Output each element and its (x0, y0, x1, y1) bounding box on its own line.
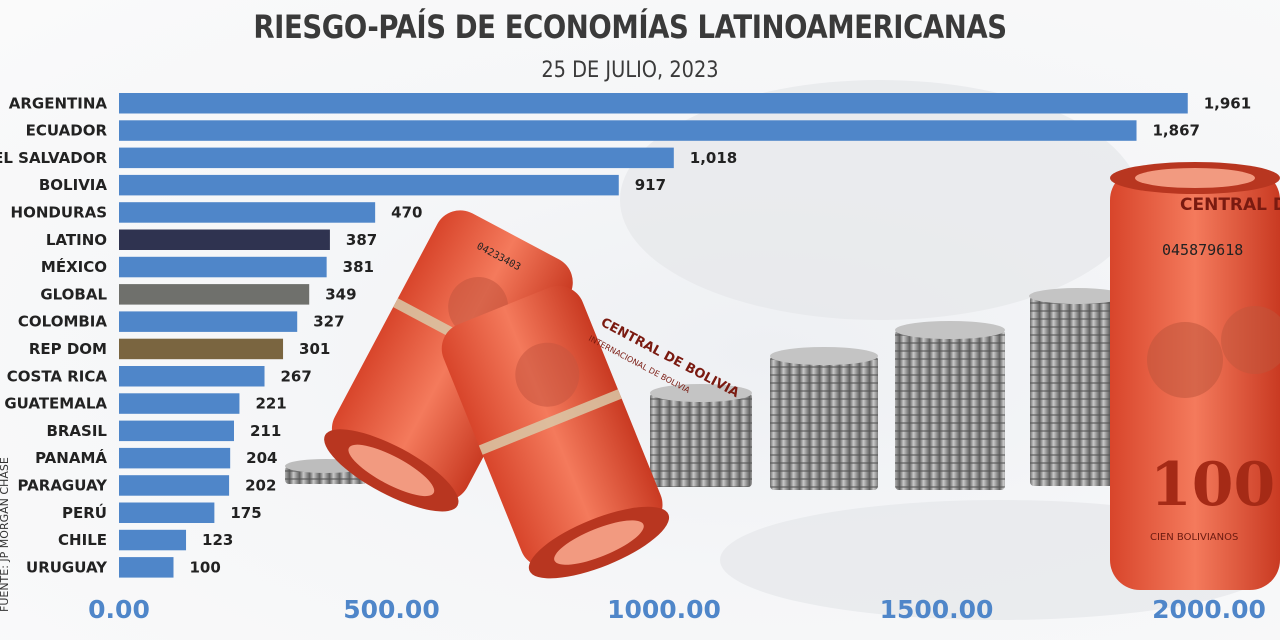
bar (119, 557, 174, 578)
x-tick-label: 2000.00 (1152, 595, 1266, 624)
data-label: 1,867 (1153, 122, 1200, 140)
banknote-roll-left: CENTRAL DE BOLIVIA INTERNACIONAL DE BOLI… (324, 210, 741, 579)
bar (119, 147, 674, 169)
category-label: URUGUAY (26, 558, 108, 576)
bar (119, 284, 310, 305)
category-label: BOLIVIA (39, 176, 108, 194)
category-label: HONDURAS (11, 203, 107, 221)
bar (119, 529, 187, 551)
category-label: LATINO (46, 231, 107, 249)
bar (119, 447, 231, 469)
category-label: EL SALVADOR (0, 149, 107, 167)
bar (119, 420, 234, 442)
data-label: 349 (325, 285, 356, 303)
banknote-right-serial: 045879618 (1162, 241, 1243, 259)
chart-subtitle: 25 DE JULIO, 2023 (541, 58, 719, 83)
bar (119, 256, 327, 278)
x-tick-label: 500.00 (343, 595, 439, 624)
banknote-roll-right: CENTRAL DE BOLIVIA 045879618 100 CIEN BO… (1110, 162, 1280, 590)
bar (119, 174, 619, 196)
category-label: BRASIL (46, 422, 107, 440)
category-label: COSTA RICA (7, 367, 108, 385)
category-label: PANAMÁ (35, 448, 107, 467)
category-label: REP DOM (29, 340, 107, 358)
data-label: 1,018 (690, 149, 737, 167)
x-tick-label: 1500.00 (880, 595, 994, 624)
x-tick-label: 1000.00 (607, 595, 721, 624)
category-label: PARAGUAY (18, 476, 109, 494)
data-label: 204 (246, 449, 277, 467)
data-label: 327 (313, 313, 344, 331)
bar (119, 311, 298, 332)
bar (119, 202, 376, 223)
coin-stacks (285, 288, 1125, 490)
category-label: GLOBAL (40, 285, 107, 303)
data-label: 202 (245, 476, 276, 494)
category-label: ECUADOR (26, 122, 108, 140)
data-label: 211 (250, 422, 281, 440)
data-label: 221 (255, 395, 286, 413)
bar (119, 93, 1188, 114)
x-tick-label: 0.00 (88, 595, 150, 624)
data-label: 175 (230, 504, 261, 522)
data-label: 100 (190, 558, 221, 576)
data-label: 267 (281, 367, 312, 385)
bar (119, 393, 240, 414)
category-label: ARGENTINA (9, 94, 108, 112)
data-label: 381 (343, 258, 374, 276)
data-label: 301 (299, 340, 330, 358)
banknote-right-label: CENTRAL DE BOLIVIA (1180, 195, 1280, 215)
banknote-right-caption: CIEN BOLIVIANOS (1150, 532, 1238, 543)
chart-title: RIESGO-PAÍS DE ECONOMÍAS LATINOAMERICANA… (253, 8, 1007, 46)
category-label: CHILE (58, 531, 107, 549)
bar (119, 229, 330, 250)
bar (119, 502, 215, 523)
bar (119, 475, 230, 496)
banknote-right-denomination: 100 (1150, 450, 1275, 520)
data-label: 387 (346, 231, 377, 249)
data-label: 470 (391, 203, 422, 221)
category-label: MÉXICO (41, 257, 107, 276)
category-label: PERÚ (62, 503, 107, 522)
category-label: GUATEMALA (4, 395, 107, 413)
category-label: COLOMBIA (18, 313, 107, 331)
data-label: 123 (202, 531, 233, 549)
data-label: 917 (635, 176, 666, 194)
data-label: 1,961 (1204, 94, 1251, 112)
bar (119, 338, 284, 360)
bar (119, 366, 265, 387)
bar (119, 120, 1137, 141)
